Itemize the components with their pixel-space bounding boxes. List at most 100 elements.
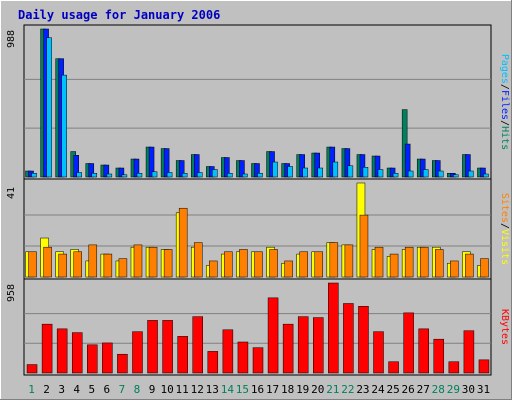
bar-kbytes-day-6 [102, 342, 113, 374]
bar-files-day-12 [193, 154, 200, 178]
bar-kbytes-day-18 [282, 323, 294, 374]
x-tick-label-day-27: 27 [417, 383, 430, 396]
legend-separator: / [499, 223, 510, 229]
bar-sites-day-25 [389, 253, 399, 278]
x-tick-label-day-28: 28 [432, 383, 445, 396]
bar-sites-day-6 [103, 253, 113, 278]
bar-kbytes-day-27 [418, 328, 429, 374]
bar-sites-day-15 [239, 249, 248, 278]
x-tick-label-day-7: 7 [119, 383, 126, 396]
bar-sites-day-13 [209, 260, 218, 278]
bar-sites-day-22 [344, 244, 354, 278]
x-tick-label-day-1: 1 [28, 383, 35, 396]
bar-pages-day-9 [151, 171, 158, 178]
x-tick-label-day-8: 8 [134, 383, 141, 396]
bar-pages-day-26 [407, 170, 414, 178]
x-tick-label-day-29: 29 [447, 383, 460, 396]
bar-kbytes-day-31 [478, 359, 490, 374]
x-tick-label-day-9: 9 [149, 383, 156, 396]
bar-pages-day-17 [272, 161, 278, 178]
bar-sites-day-14 [224, 251, 233, 278]
x-tick-label-day-14: 14 [221, 383, 235, 396]
bar-files-day-22 [344, 148, 351, 178]
bar-sites-day-12 [193, 242, 203, 278]
bar-kbytes-day-2 [41, 323, 53, 374]
x-tick-label-day-12: 12 [191, 383, 204, 396]
bar-pages-day-23 [362, 167, 369, 178]
legend-item-sites: Sites [499, 193, 510, 223]
bar-pages-day-27 [422, 169, 429, 178]
bar-sites-day-11 [178, 207, 188, 278]
panel-kbytes: 958 KBytes [6, 278, 510, 376]
x-tick-label-day-2: 2 [43, 383, 50, 396]
bar-files-day-25 [389, 167, 396, 178]
bar-files-day-28 [435, 160, 441, 178]
bar-kbytes-day-21 [328, 282, 339, 374]
bar-kbytes-day-29 [448, 361, 460, 374]
bar-files-day-11 [178, 160, 185, 178]
bar-files-day-27 [419, 158, 426, 178]
bar-files-day-16 [254, 163, 260, 178]
bar-sites-day-3 [58, 253, 67, 278]
chart-title: Daily usage for January 2006 [18, 8, 220, 22]
legend-item-kbytes: KBytes [499, 309, 510, 345]
x-tick-label-day-22: 22 [341, 383, 354, 396]
x-tick-label-day-15: 15 [236, 383, 249, 396]
bar-files-day-14 [224, 157, 230, 178]
x-tick-label-day-25: 25 [386, 383, 399, 396]
bar-sites-day-21 [329, 242, 339, 278]
legend-item-hits: Hits [499, 126, 510, 150]
bar-kbytes-day-28 [433, 338, 445, 374]
bar-kbytes-day-9 [147, 320, 158, 374]
bar-sites-day-5 [88, 244, 98, 278]
bar-kbytes-day-25 [388, 361, 399, 374]
bar-sites-day-8 [133, 244, 143, 278]
bar-files-day-24 [374, 155, 381, 178]
bar-pages-day-4 [76, 172, 82, 178]
bar-hits-day-26 [401, 109, 408, 178]
bar-files-day-15 [239, 160, 245, 178]
bar-files-day-6 [103, 164, 110, 178]
bar-kbytes-day-5 [87, 344, 98, 374]
x-tick-label-day-10: 10 [160, 383, 173, 396]
x-tick-label-day-23: 23 [356, 383, 369, 396]
x-tick-label-day-21: 21 [326, 383, 339, 396]
bar-files-day-8 [133, 158, 140, 178]
x-tick-label-day-11: 11 [176, 383, 189, 396]
bar-pages-day-7 [121, 174, 128, 178]
bar-pages-day-3 [61, 74, 67, 178]
bar-files-day-4 [73, 155, 79, 178]
bar-kbytes-day-16 [252, 347, 264, 374]
bar-kbytes-day-10 [162, 320, 173, 374]
bar-sites-day-10 [163, 249, 173, 278]
bar-kbytes-day-12 [192, 316, 203, 374]
legend-separator: / [499, 84, 510, 90]
bar-files-day-20 [314, 152, 321, 178]
bar-sites-day-4 [73, 251, 82, 278]
bar-sites-day-23 [359, 214, 369, 278]
bar-files-day-19 [299, 154, 305, 178]
x-tick-label-day-17: 17 [266, 383, 279, 396]
legend-hits-files-pages: Pages/Files/Hits [499, 54, 510, 150]
bar-kbytes-day-23 [358, 306, 369, 374]
bar-pages-day-30 [468, 170, 474, 178]
bar-kbytes-day-26 [403, 312, 414, 374]
bar-files-day-9 [148, 146, 155, 178]
bar-pages-day-24 [377, 169, 384, 178]
bar-pages-day-28 [438, 170, 444, 178]
bar-sites-day-27 [419, 246, 429, 278]
legend-separator: / [499, 120, 510, 126]
y-max-label: 988 [6, 30, 17, 48]
bar-pages-day-11 [181, 173, 188, 178]
y-max-label: 958 [6, 284, 17, 302]
x-tick-label-day-31: 31 [477, 383, 490, 396]
legend-kbytes: KBytes [499, 309, 510, 345]
bar-sites-day-31 [480, 258, 489, 278]
bar-files-day-7 [118, 167, 125, 178]
bar-pages-day-8 [136, 173, 143, 178]
bar-pages-day-13 [212, 169, 218, 178]
bar-sites-day-28 [435, 249, 444, 278]
bar-sites-day-16 [254, 251, 263, 278]
bar-files-day-26 [404, 143, 411, 178]
